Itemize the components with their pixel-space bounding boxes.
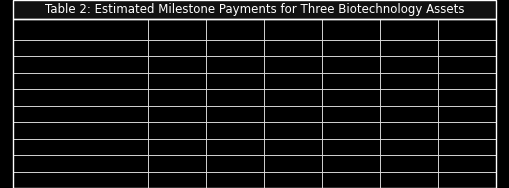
Bar xyxy=(148,19,206,40)
Bar xyxy=(322,122,380,139)
Bar xyxy=(148,122,206,139)
Bar xyxy=(322,172,380,188)
Bar xyxy=(438,56,496,73)
Bar xyxy=(206,122,264,139)
Bar xyxy=(148,155,206,172)
Bar xyxy=(380,172,438,188)
Bar xyxy=(438,122,496,139)
Bar xyxy=(322,106,380,122)
Bar xyxy=(322,89,380,106)
Bar xyxy=(438,155,496,172)
Bar xyxy=(380,89,438,106)
Bar xyxy=(438,19,496,40)
Bar xyxy=(13,172,148,188)
Bar xyxy=(264,122,322,139)
Bar xyxy=(322,56,380,73)
Bar xyxy=(380,155,438,172)
Bar xyxy=(264,73,322,89)
Bar xyxy=(148,106,206,122)
Bar xyxy=(148,139,206,155)
Bar xyxy=(13,0,496,19)
Bar xyxy=(380,122,438,139)
Bar xyxy=(206,56,264,73)
Bar xyxy=(438,139,496,155)
Bar xyxy=(380,56,438,73)
Bar xyxy=(206,19,264,40)
Bar xyxy=(380,19,438,40)
Bar xyxy=(322,139,380,155)
Bar xyxy=(322,155,380,172)
Bar xyxy=(206,40,264,56)
Bar xyxy=(380,139,438,155)
Bar xyxy=(206,172,264,188)
Bar xyxy=(322,19,380,40)
Bar xyxy=(13,106,148,122)
Bar xyxy=(148,172,206,188)
Bar xyxy=(206,139,264,155)
Bar xyxy=(206,106,264,122)
Bar xyxy=(322,73,380,89)
Bar xyxy=(264,155,322,172)
Bar xyxy=(13,73,148,89)
Bar xyxy=(380,73,438,89)
Bar xyxy=(148,89,206,106)
Bar xyxy=(264,172,322,188)
Bar xyxy=(13,155,148,172)
Bar xyxy=(13,139,148,155)
Bar xyxy=(264,89,322,106)
Bar xyxy=(148,56,206,73)
Bar xyxy=(13,56,148,73)
Bar xyxy=(148,40,206,56)
Bar xyxy=(206,89,264,106)
Bar xyxy=(206,155,264,172)
Bar xyxy=(264,19,322,40)
Bar xyxy=(438,73,496,89)
Bar xyxy=(380,40,438,56)
Bar xyxy=(264,40,322,56)
Bar xyxy=(380,106,438,122)
Bar xyxy=(264,139,322,155)
Bar xyxy=(322,40,380,56)
Bar xyxy=(438,89,496,106)
Bar xyxy=(13,40,148,56)
Bar xyxy=(264,106,322,122)
Bar xyxy=(148,73,206,89)
Bar xyxy=(206,73,264,89)
Bar xyxy=(13,0,496,19)
Bar xyxy=(438,172,496,188)
Bar xyxy=(438,40,496,56)
Bar xyxy=(13,89,148,106)
Text: Table 2: Estimated Milestone Payments for Three Biotechnology Assets: Table 2: Estimated Milestone Payments fo… xyxy=(45,3,464,16)
Bar xyxy=(264,56,322,73)
Bar xyxy=(13,19,148,40)
Bar xyxy=(438,106,496,122)
Bar xyxy=(13,122,148,139)
